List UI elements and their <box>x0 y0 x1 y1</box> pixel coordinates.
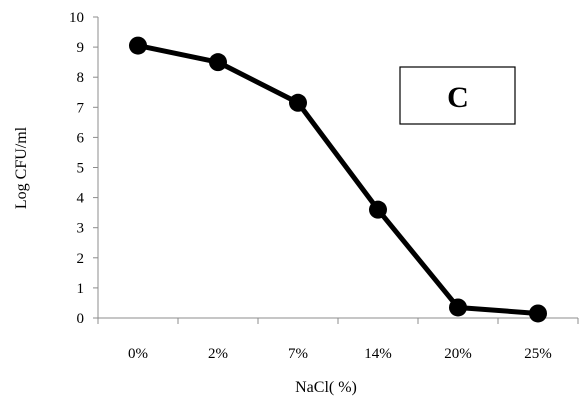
series-group <box>129 36 547 323</box>
x-tick-label: 14% <box>364 346 392 362</box>
data-point <box>529 304 547 323</box>
y-tick-label: 7 <box>77 100 85 116</box>
data-point <box>129 36 147 55</box>
panel-label-box <box>399 66 516 125</box>
y-tick-label: 4 <box>77 191 85 207</box>
y-axis-ticks: 0 1 2 3 4 5 6 7 8 9 10 <box>69 10 98 327</box>
x-tick-label: 0% <box>128 346 148 362</box>
y-tick-label: 6 <box>77 130 85 146</box>
x-tick-label: 7% <box>288 346 308 362</box>
x-axis-ticks: 0% 2% 7% 14% 20% 25% <box>97 318 579 362</box>
y-tick-label: 0 <box>77 311 85 327</box>
data-point <box>369 200 387 219</box>
y-tick-label: 2 <box>77 251 85 267</box>
x-tick-label: 25% <box>524 346 552 362</box>
data-point <box>209 53 227 72</box>
x-tick-label: 20% <box>444 346 472 362</box>
data-point <box>449 298 467 317</box>
x-axis-title: NaCl( %) <box>295 379 357 396</box>
panel-label: C <box>447 81 469 114</box>
series-line <box>137 43 539 316</box>
y-axis-title: Log CFU/ml <box>13 126 30 209</box>
y-tick-label: 9 <box>77 40 85 56</box>
y-tick-label: 8 <box>77 70 85 86</box>
y-tick-label: 10 <box>69 10 84 26</box>
y-tick-label: 1 <box>77 281 85 297</box>
y-tick-label: 3 <box>77 221 85 237</box>
y-tick-label: 5 <box>77 161 85 177</box>
data-point <box>289 93 307 112</box>
x-tick-label: 2% <box>208 346 228 362</box>
